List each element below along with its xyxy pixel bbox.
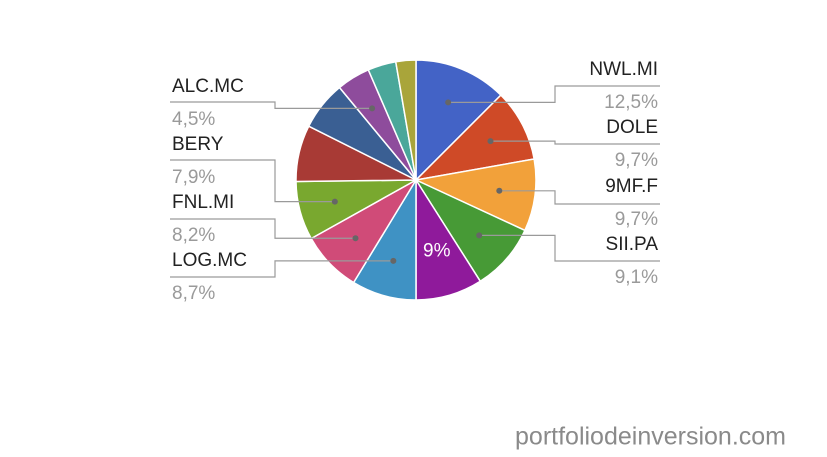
- leader-line: [170, 159, 335, 203]
- slice-percent: 9,7%: [615, 209, 658, 230]
- leader-dot: [476, 232, 483, 239]
- leader-dot: [369, 105, 376, 112]
- slice-name: BERY: [172, 134, 224, 155]
- pie-slice: [413, 158, 537, 232]
- leader-dot: [496, 187, 503, 194]
- slice-percent: 7,9%: [172, 167, 215, 188]
- leader-line: [170, 260, 394, 278]
- pie-slice: [394, 59, 417, 181]
- slice-percent: 8,7%: [172, 283, 215, 304]
- slice-name: LOG.MC: [172, 250, 247, 271]
- slice-name: DOLE: [606, 117, 658, 138]
- slice-percent: 9,7%: [615, 150, 658, 171]
- leader-dot: [352, 235, 359, 242]
- slice-name: FNL.MI: [172, 192, 234, 213]
- slice-percent: 9,1%: [615, 267, 658, 288]
- slice-name: 9MF.F: [605, 176, 658, 197]
- watermark: portfoliodeinversion.com: [515, 423, 786, 451]
- slice-percent: 12,5%: [604, 92, 658, 113]
- slice-percent: 8,2%: [172, 225, 215, 246]
- leader-dot: [445, 99, 452, 106]
- pie-slice: [415, 59, 502, 182]
- leader-line: [448, 85, 660, 103]
- slice-name: SII.PA: [606, 234, 659, 255]
- leader-line: [170, 101, 373, 109]
- leader-dot: [331, 198, 338, 205]
- leader-dot: [390, 257, 397, 264]
- slice-percent: 4,5%: [172, 109, 215, 130]
- leader-dot: [487, 138, 494, 145]
- leader-line: [479, 234, 660, 262]
- leader-line: [170, 218, 356, 239]
- slice-name: NWL.MI: [589, 59, 658, 80]
- leader-line: [499, 190, 660, 205]
- slice-inner-label: 9%: [423, 240, 451, 261]
- leader-line: [490, 140, 660, 145]
- pie-slice: [413, 94, 536, 182]
- slice-name: ALC.MC: [172, 76, 244, 97]
